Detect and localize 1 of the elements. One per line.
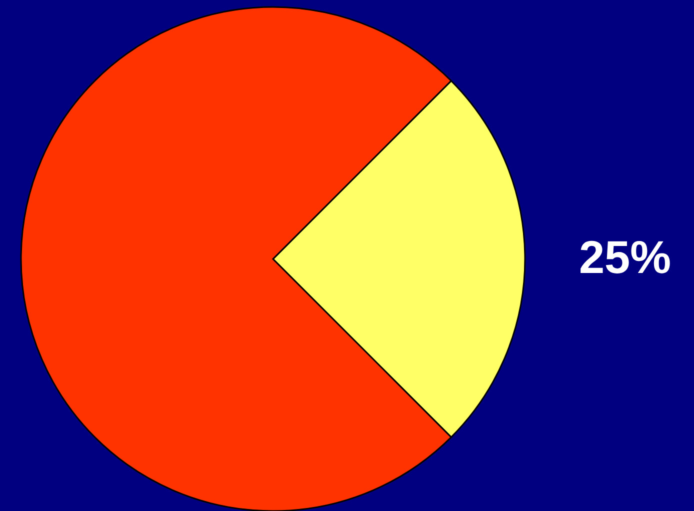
data-label: 25% bbox=[578, 231, 672, 283]
